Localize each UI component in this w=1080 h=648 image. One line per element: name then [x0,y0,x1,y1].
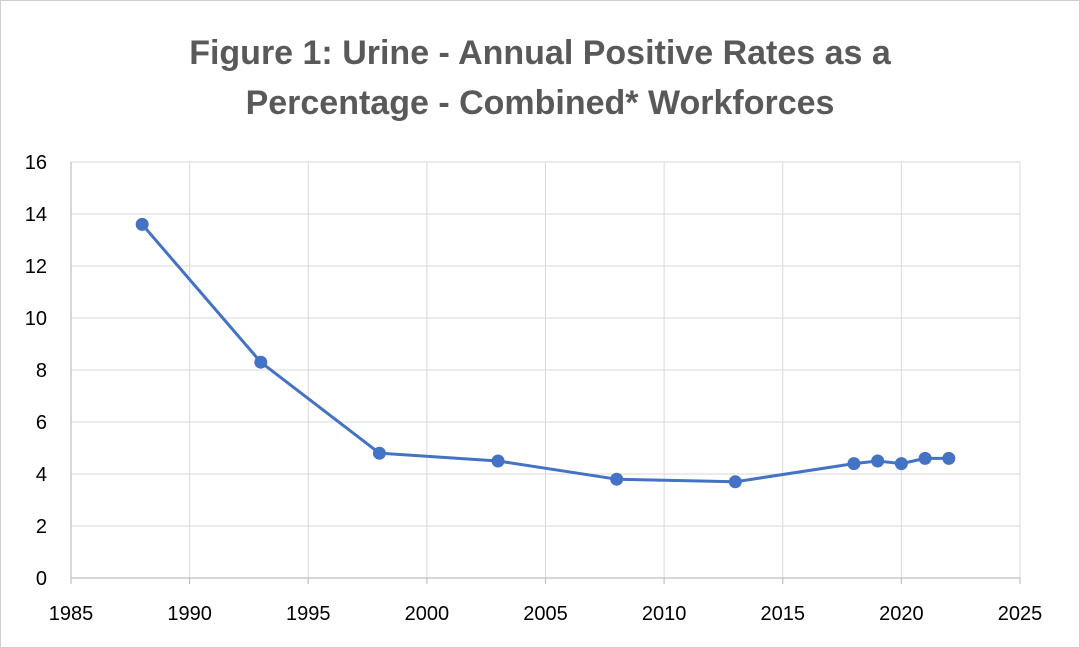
x-tick-labels: 1985 1990 1995 2000 2005 2010 2015 2020 2025 [49,603,1043,625]
y-tick-label: 12 [25,256,47,278]
chart-title: Figure 1: Urine - Annual Positive Rates … [0,28,1080,128]
x-tick-label: 2005 [523,603,568,625]
x-tick-label: 2015 [761,603,806,625]
x-tick-label: 2010 [642,603,687,625]
x-tick-label: 1985 [49,603,94,625]
y-tick-label: 14 [25,204,47,226]
y-tick-label: 16 [25,152,47,174]
y-tick-label: 8 [36,360,47,382]
data-point [491,454,505,468]
data-point [847,457,861,471]
chart-title-line-2: Percentage - Combined* Workforces [245,84,835,122]
data-point [254,355,268,369]
data-point [610,472,624,486]
gridlines [71,161,1021,578]
x-tick-label: 2025 [998,603,1043,625]
y-tick-label: 4 [36,464,47,486]
data-point [372,446,386,460]
y-tick-label: 0 [36,568,47,590]
data-point [871,454,885,468]
chart-title-line-1: Figure 1: Urine - Annual Positive Rates … [189,34,891,72]
y-tick-labels: 0 2 4 6 8 10 12 14 16 [25,152,47,590]
data-series [135,217,956,489]
x-tick-label: 1995 [286,603,331,625]
axes [70,162,1021,584]
data-point [918,451,932,465]
data-point [135,217,149,231]
data-point [728,475,742,489]
y-tick-label: 6 [36,412,47,434]
x-tick-label: 2020 [879,603,924,625]
x-tick-label: 2000 [405,603,450,625]
x-tick-label: 1990 [167,603,212,625]
data-point [942,451,956,465]
data-point [894,457,908,471]
y-tick-label: 2 [36,516,47,538]
y-tick-label: 10 [25,308,47,330]
